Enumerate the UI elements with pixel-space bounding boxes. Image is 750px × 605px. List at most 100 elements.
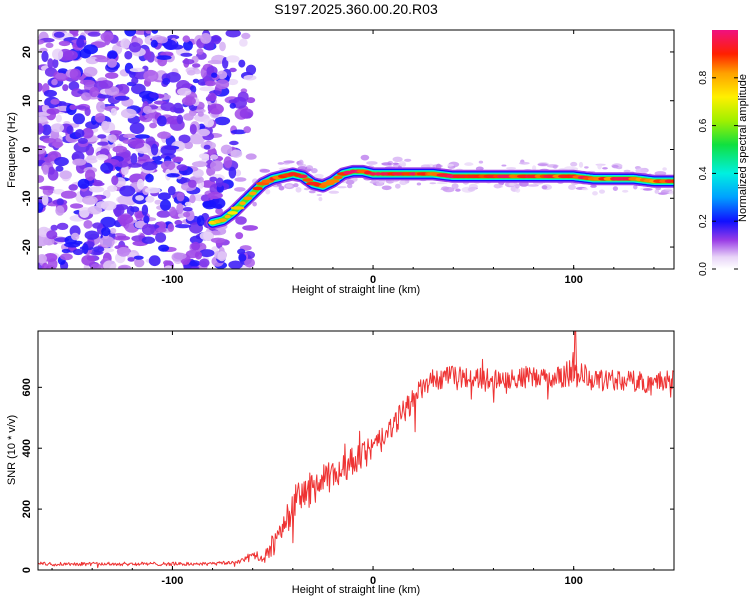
ridge-halo-speckle [493,183,502,189]
noise-speckle [82,195,98,205]
noise-speckle [57,68,68,74]
ridge-halo-speckle [447,163,455,167]
noise-speckle [207,191,223,200]
snr-ytick-label: 0 [21,567,33,573]
noise-speckle [41,50,49,63]
noise-speckle [203,118,215,128]
noise-speckle [41,194,49,206]
spectrogram-ytick-label: -10 [21,190,33,206]
ridge-halo-speckle [429,182,437,185]
noise-speckle [219,41,226,52]
noise-speckle [51,142,64,147]
noise-speckle [198,123,206,130]
noise-speckle [181,96,196,106]
ridge-halo-speckle [584,166,589,169]
noise-speckle [74,129,85,138]
ridge-halo-speckle [578,161,584,168]
noise-speckle [234,187,246,192]
ridge-halo-speckle [622,189,629,193]
noise-speckle [144,113,153,119]
noise-speckle [117,264,132,269]
colorbar-tick-label: 0.4 [698,166,709,180]
noise-speckle [62,84,69,92]
snr-xtick-label: 0 [370,575,376,587]
snr-panel: -100 0 100 0 200 400 600 Height of straight li… [6,330,675,596]
snr-frame [37,330,675,571]
noise-speckle [155,227,167,233]
noise-speckle [97,141,109,146]
noise-speckle [99,236,115,248]
ridge-halo-speckle [352,176,358,182]
noise-speckle [114,235,131,241]
ridge-halo-speckle [395,183,401,189]
ridge-halo-speckle [501,164,507,167]
noise-speckle [69,104,77,111]
noise-speckle [38,175,45,183]
noise-speckle [204,80,217,87]
noise-speckle [68,184,78,191]
ridge-halo-speckle [590,184,597,188]
ridge-halo-speckle [563,166,576,171]
ridge-halo-speckle [633,184,638,190]
noise-speckle [87,31,101,37]
noise-speckle [191,265,200,269]
noise-speckle [229,67,237,73]
noise-speckle [182,207,193,212]
noise-speckle [116,161,129,168]
noise-speckle [194,251,203,260]
noise-speckle [52,58,59,69]
noise-speckle [96,93,112,99]
noise-speckle [141,204,149,216]
noise-speckle [54,156,69,167]
noise-speckle [155,36,168,44]
noise-speckle [104,34,111,46]
colorbar-gradient [712,30,738,269]
noise-speckle [239,108,254,119]
noise-speckle [192,78,199,84]
noise-speckle [88,186,105,193]
noise-speckle [58,40,71,47]
noise-speckle [46,230,58,240]
snr-ytick-label: 200 [21,500,33,518]
ridge-halo-speckle [668,190,674,195]
noise-speckle [99,148,110,157]
spectrogram-marks [38,30,674,269]
noise-speckle [84,107,91,117]
noise-speckle [243,74,257,81]
noise-speckle [141,223,155,236]
noise-speckle [38,202,44,213]
ridge-halo-speckle [347,183,353,189]
ridge-halo-speckle [277,162,284,165]
noise-speckle [215,79,230,90]
ridge-core-point [230,206,245,210]
ridge-halo-speckle [310,168,318,174]
snr-ytick-label: 400 [21,439,33,457]
ridge-halo-speckle [381,185,392,191]
noise-speckle [151,30,159,34]
noise-speckle [44,156,53,163]
ridge-core-point [670,179,674,183]
ridge-halo-speckle [278,185,285,191]
noise-speckle [228,260,243,269]
noise-speckle [134,258,145,268]
snr-marks [38,331,674,569]
noise-speckle [133,255,144,260]
noise-speckle [60,190,77,199]
noise-speckle [173,252,187,260]
noise-speckle [223,156,233,169]
noise-speckle [72,248,84,256]
ridge-core-point [326,179,340,183]
noise-speckle [178,134,191,144]
noise-speckle [72,113,85,125]
ridge-halo-speckle [416,182,422,186]
ridge-halo-speckle [635,167,648,174]
noise-speckle [79,79,95,85]
noise-speckle [217,251,227,262]
noise-speckle [109,227,117,234]
noise-speckle [180,52,193,57]
noise-speckle [107,50,118,60]
noise-speckle [164,39,177,50]
noise-speckle [228,166,237,179]
ridge-halo-speckle [467,187,476,192]
spectrogram-ytick-label: 0 [21,146,33,152]
